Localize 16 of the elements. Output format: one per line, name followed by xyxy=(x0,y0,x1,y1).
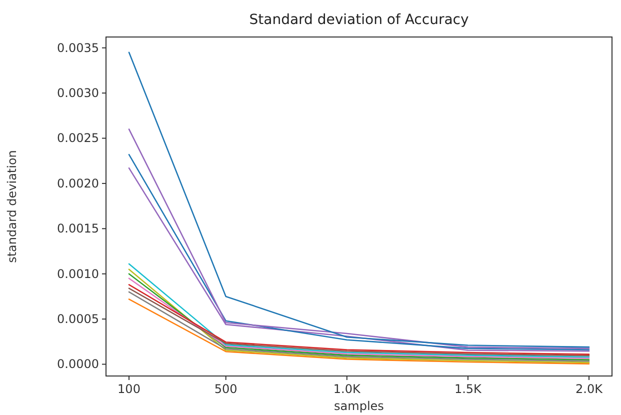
x-axis-title: samples xyxy=(334,399,384,413)
y-tick-label: 0.0025 xyxy=(57,131,99,146)
y-tick-label: 0.0020 xyxy=(57,176,99,190)
x-tick-label: 500 xyxy=(214,382,238,396)
y-tick-label: 0.0030 xyxy=(57,86,99,100)
y-tick-label: 0.0000 xyxy=(57,357,99,372)
x-tick-label: 100 xyxy=(118,382,140,396)
y-tick-label: 0.0035 xyxy=(57,40,99,55)
y-axis-title: standard deviation xyxy=(5,150,19,263)
y-tick-label: 0.0015 xyxy=(57,222,99,236)
y-tick-label: 0.0005 xyxy=(57,312,99,326)
y-tick-label: 0.0010 xyxy=(57,266,99,281)
chart-title: Standard deviation of Accuracy xyxy=(249,12,469,28)
x-tick-label: 2.0K xyxy=(576,382,604,396)
x-tick-label: 1.5K xyxy=(454,382,483,396)
x-tick-label: 1.0K xyxy=(333,382,362,396)
